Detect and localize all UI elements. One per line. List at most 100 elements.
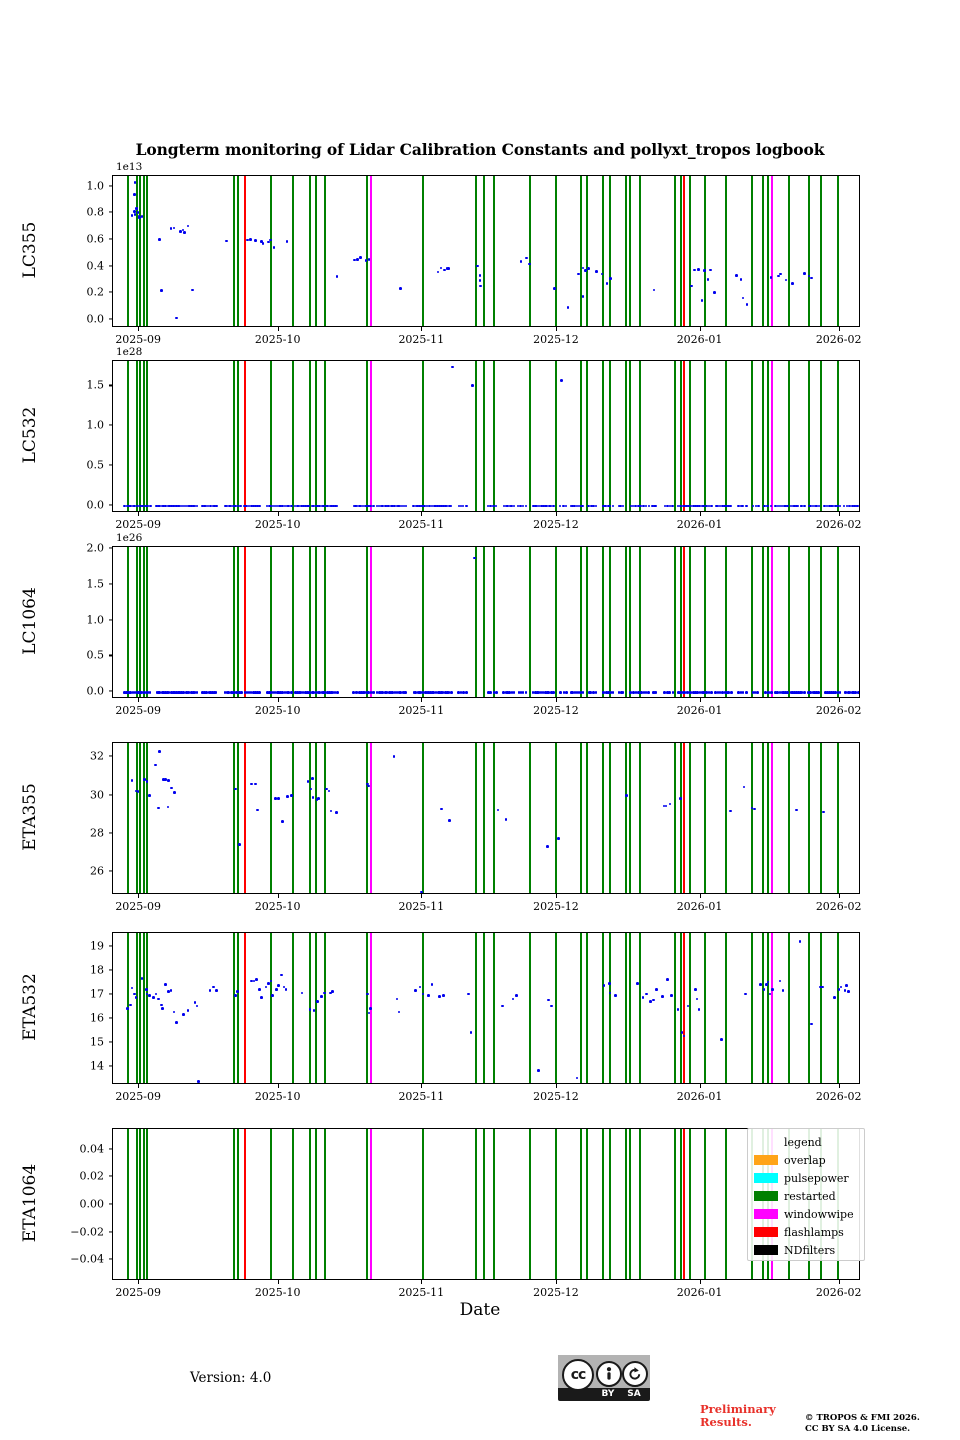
event-line-flashlamps [243, 933, 246, 1083]
y-tick-label-ETA1064: 0.04 [79, 1142, 105, 1156]
data-point-baseline [710, 690, 713, 694]
data-point-baseline [269, 690, 273, 694]
event-line-restarted [725, 933, 728, 1083]
event-line-flashlamps [683, 176, 686, 326]
data-point-baseline [668, 504, 672, 508]
x-tick-label: 2025-12 [533, 333, 579, 346]
data-point-baseline [831, 504, 835, 508]
event-line-restarted [580, 1129, 583, 1279]
data-point-baseline [365, 504, 368, 508]
legend-item-restarted[interactable]: restarted [754, 1187, 858, 1205]
data-point-baseline [314, 690, 318, 694]
data-point-baseline [510, 504, 514, 508]
subplot-LC1064 [112, 546, 860, 698]
data-point [282, 985, 286, 989]
data-point [327, 789, 331, 793]
data-point-baseline [317, 504, 321, 508]
data-point-baseline [636, 504, 640, 508]
event-line-restarted [422, 933, 425, 1083]
y-tick-mark-ETA355 [108, 755, 112, 757]
event-line-restarted [625, 743, 627, 893]
x-tick-label: 2025-11 [398, 1286, 445, 1299]
data-point-baseline [707, 690, 711, 694]
data-point-baseline [602, 690, 606, 694]
data-point-baseline [178, 690, 182, 694]
data-point-baseline [423, 504, 426, 508]
data-point-baseline [785, 690, 789, 694]
event-line-restarted [580, 361, 583, 511]
legend-swatch-NDfilters [754, 1245, 778, 1255]
event-line-restarted [820, 547, 823, 697]
data-point-baseline [322, 504, 325, 508]
data-point [609, 277, 613, 280]
data-point-baseline [848, 504, 852, 508]
legend-swatch-overlap [754, 1155, 778, 1165]
preliminary-line-1: Preliminary [700, 1402, 776, 1416]
data-point-baseline [671, 690, 675, 694]
event-line-restarted [233, 176, 236, 326]
data-point-baseline [534, 690, 537, 694]
data-point-baseline [639, 504, 642, 508]
data-point-baseline [137, 690, 141, 694]
event-line-restarted [807, 547, 810, 697]
data-point [367, 258, 371, 261]
plot-area-ETA532 [113, 933, 859, 1083]
legend-entries: overlap pulsepower restarted windowwipe flas… [754, 1151, 858, 1259]
data-point [735, 274, 738, 277]
data-point-baseline [209, 690, 212, 694]
data-point [439, 266, 443, 270]
y-tick-mark-LC355 [108, 318, 112, 320]
event-line-restarted [820, 176, 823, 326]
event-line-restarted [315, 743, 318, 893]
y-tick-label-LC355: 0.0 [86, 312, 105, 326]
data-point-baseline [592, 690, 595, 694]
data-point-baseline [375, 504, 379, 508]
event-line-restarted [767, 933, 770, 1083]
event-line-restarted [323, 176, 326, 326]
data-point-baseline [367, 690, 370, 694]
event-line-restarted [474, 1129, 477, 1279]
data-point-baseline [793, 690, 796, 694]
data-point-baseline [701, 504, 705, 508]
y-tick-mark-ETA532 [108, 1017, 112, 1019]
legend-item-overlap[interactable]: overlap [754, 1151, 858, 1169]
data-point-baseline [361, 504, 365, 508]
event-line-restarted [586, 933, 589, 1083]
data-point [744, 992, 747, 996]
data-point-baseline [789, 504, 793, 508]
data-point-baseline [737, 690, 740, 694]
data-point [145, 779, 149, 783]
event-line-restarted [528, 743, 531, 893]
legend-item-flashlamps[interactable]: flashlamps [754, 1223, 858, 1241]
data-point-baseline [637, 690, 640, 694]
x-tick-label: 2026-01 [676, 333, 723, 346]
data-point [136, 211, 140, 214]
event-line-windowwipe [770, 176, 773, 326]
data-point-baseline [190, 504, 193, 508]
legend-item-windowwipe[interactable]: windowwipe [754, 1205, 858, 1223]
legend-item-NDfilters[interactable]: NDfilters [754, 1241, 858, 1259]
legend[interactable]: legend overlap pulsepower restarted windoww… [747, 1128, 865, 1261]
x-tick-label: 2025-09 [115, 900, 162, 913]
data-point-baseline [698, 504, 701, 508]
event-line-restarted [142, 176, 145, 326]
data-point [257, 987, 261, 991]
data-point-baseline [416, 690, 420, 694]
data-point-baseline [290, 690, 293, 694]
y-tick-mark-LC532 [108, 504, 112, 506]
event-line-restarted [609, 176, 612, 326]
legend-item-pulsepower[interactable]: pulsepower [754, 1169, 858, 1187]
x-tick-label: 2025-10 [254, 704, 301, 717]
x-tick-label: 2025-12 [533, 518, 579, 531]
data-point-baseline [780, 690, 784, 694]
data-point-baseline [751, 504, 755, 508]
data-point-baseline [725, 690, 728, 694]
data-point-baseline [449, 504, 453, 508]
data-point [238, 843, 242, 846]
data-point [765, 983, 768, 986]
data-point-baseline [836, 690, 840, 694]
data-point-baseline [853, 504, 856, 508]
event-line-restarted [233, 743, 236, 893]
data-point [225, 239, 228, 243]
event-line-restarted [689, 933, 692, 1083]
